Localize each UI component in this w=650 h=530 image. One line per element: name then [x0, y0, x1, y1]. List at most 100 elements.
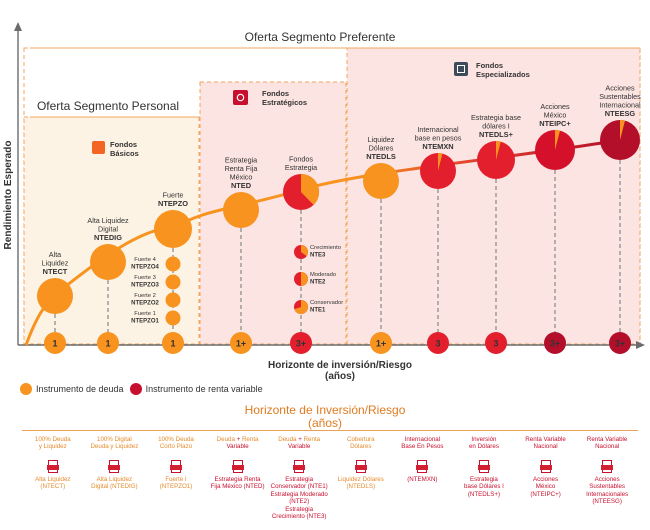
bottom-column-foot[interactable]: Alta Liquidez (NTECT)	[22, 476, 84, 491]
bottom-column: Internacional Base En Pesos (NTEMXN)	[392, 436, 454, 520]
horizon-label: 3+	[296, 339, 306, 349]
bottom-head-part: Renta	[241, 436, 259, 443]
fund-label-line: Renta Fija	[225, 164, 258, 173]
bottom-column-foot[interactable]: Estrategia Renta Fija México (NTED)	[207, 476, 269, 491]
fondos-estrategicos-line1: Fondos	[262, 89, 289, 98]
sub-bubble-ntepzo4	[165, 256, 181, 272]
pdf-icon[interactable]	[601, 460, 614, 474]
bubble-nted	[223, 192, 259, 228]
bubble-slice	[301, 173, 320, 205]
bottom-column: Renta Variable Nacional Acciones Sustentabl…	[576, 436, 638, 520]
fund-label-line: Estrategia	[225, 156, 257, 165]
fondos-estrategicos-icon-mark	[236, 93, 245, 102]
fondos-estrategicos-label: Fondos Estratégicos	[233, 89, 307, 107]
bottom-column-foot[interactable]: Acciones Sustentables Internacionales (NTEE…	[576, 476, 638, 506]
sub-fund-label: Fuerte 3	[134, 275, 156, 281]
horizon-marker	[290, 332, 312, 354]
bottom-foot-line: (NTECT)	[40, 483, 66, 491]
fund-label-line: Fondos	[289, 155, 313, 164]
bottom-columns: 100% Deuda y Liquidez Alta Liquidez (NTECT)…	[22, 436, 638, 520]
horizon-marker	[97, 332, 119, 354]
bubble-ntedls	[363, 163, 399, 199]
pdf-icon[interactable]	[416, 460, 429, 474]
legend-deuda-swatch	[20, 383, 32, 395]
fund-label-line: base en pesos	[415, 134, 462, 143]
legend-deuda: Instrumento de deuda	[20, 383, 124, 395]
pdf-icon[interactable]	[354, 460, 367, 474]
bottom-foot-line: Alta Liquidez	[96, 476, 133, 483]
legend: Instrumento de deuda Instrumento de rent…	[20, 383, 269, 395]
sub-bubble-ntepzo2	[165, 292, 181, 308]
pdf-icon[interactable]	[231, 460, 244, 474]
horizon-marker	[427, 332, 449, 354]
sub-fund-code: NTE3	[310, 253, 326, 259]
fund-label-line: Estrategia	[285, 163, 317, 172]
bottom-head-line: Base En Pesos	[401, 443, 444, 451]
bottom-column-head: Cobertura Dólares	[330, 436, 392, 458]
bottom-foot-line: (NTEMXN)	[407, 476, 438, 483]
fund-label-line: Alta	[49, 250, 61, 259]
fondos-especializados-label: Fondos Especializados	[454, 61, 530, 79]
sub-fund-code: NTEPZO1	[131, 319, 159, 325]
sub-bubble-ntepzo1	[165, 310, 181, 326]
sub-fund-label: Fuerte 4	[134, 257, 156, 263]
pdf-icon[interactable]	[169, 460, 182, 474]
fund-label-line: Fuerte	[163, 191, 184, 200]
legend-renta-variable: Instrumento de renta variable	[129, 383, 263, 395]
fund-label-line: Internacional	[417, 125, 459, 134]
y-axis-label: Rendimiento Esperado	[3, 141, 14, 250]
fund-label-line: Estrategia base	[471, 113, 521, 122]
sub-fund-code: NTEPZO2	[131, 301, 159, 307]
legend-renta-variable-label: Instrumento de renta variable	[145, 384, 263, 394]
bottom-column-head: Inversión en Dólares	[453, 436, 515, 458]
bubble-slice	[620, 119, 625, 140]
bottom-column-head: 100% Digital Deuda y Liquidez	[84, 436, 146, 458]
pdf-icon[interactable]	[293, 460, 306, 474]
bottom-column-head: Deuda + Renta Variable	[207, 436, 269, 458]
sub-funds: Fuerte 4 NTEPZO4 Fuerte 3 NTEPZO3 Fuerte 2 NT…	[131, 245, 343, 326]
legend-renta-variable-swatch	[129, 383, 142, 395]
fund-label-line: Acciones	[605, 84, 635, 93]
bottom-column-head: Renta Variable Nacional	[576, 436, 638, 458]
sub-fund-code: NTE1	[310, 308, 326, 314]
bottom-divider	[22, 430, 638, 431]
bottom-foot-line: Internacionales	[586, 490, 629, 498]
bottom-column-foot[interactable]: Alta Liquidez Digital (NTEDIG)	[84, 476, 146, 491]
fund-code: NTEIPC+	[539, 119, 571, 128]
bottom-column: 100% Deuda Corto Plazo Fuerte I (NTEPZO1)	[145, 436, 207, 520]
y-axis-arrow	[14, 22, 22, 31]
horizon-marker	[485, 332, 507, 354]
bottom-column-foot[interactable]: (NTEMXN)	[392, 476, 454, 483]
bubble-ntect	[37, 278, 73, 314]
pdf-icon[interactable]	[477, 460, 490, 474]
bubble-ntedig	[90, 244, 126, 280]
bottom-column-head: Internacional Base En Pesos	[392, 436, 454, 458]
pdf-icon[interactable]	[108, 460, 121, 474]
bottom-column-foot[interactable]: Acciones México (NTEIPC+)	[515, 476, 577, 498]
bottom-column: Renta Variable Nacional Acciones México (NTE…	[515, 436, 577, 520]
fondos-basicos-line2: Básicos	[110, 149, 139, 158]
bottom-foot-line: Acciones	[532, 476, 559, 483]
bottom-head-line: y Liquidez	[38, 443, 67, 451]
pdf-icon[interactable]	[539, 460, 552, 474]
fondos-especializados-icon-mark	[457, 65, 465, 73]
bottom-column-foot[interactable]: Estrategia base Dólares I (NTEDLS+)	[453, 476, 515, 498]
bottom-foot-line: (NTEIPC+)	[530, 490, 561, 498]
horizon-marker	[162, 332, 184, 354]
fund-label-line: Dólares	[369, 144, 394, 153]
bottom-column-head: Deuda + Renta Variable	[268, 436, 330, 458]
pdf-icon[interactable]	[46, 460, 59, 474]
fund-label-line: Liquidez	[42, 259, 69, 268]
bottom-column-foot[interactable]: Liquidez Dólares (NTEDLS)	[330, 476, 392, 491]
bottom-column: Deuda + Renta Variable Estrategia Conserva…	[268, 436, 330, 520]
fund-code: NTEESG	[605, 109, 636, 118]
x-axis-arrow	[636, 341, 645, 349]
bottom-foot-line: Fija México (NTED)	[210, 483, 265, 491]
bottom-head-line: Inversión	[471, 436, 497, 443]
bottom-column-foot[interactable]: Fuerte I (NTEPZO1)	[145, 476, 207, 491]
bottom-column-foot[interactable]: Estrategia Conservador (NTE1) Estrategia …	[268, 476, 330, 520]
bottom-head-line: 100% Deuda	[158, 436, 194, 443]
bottom-head-line: Deuda + Renta	[207, 436, 269, 443]
horizon-label: 3+	[550, 339, 560, 349]
sub-fund-label: Moderado	[310, 272, 336, 278]
